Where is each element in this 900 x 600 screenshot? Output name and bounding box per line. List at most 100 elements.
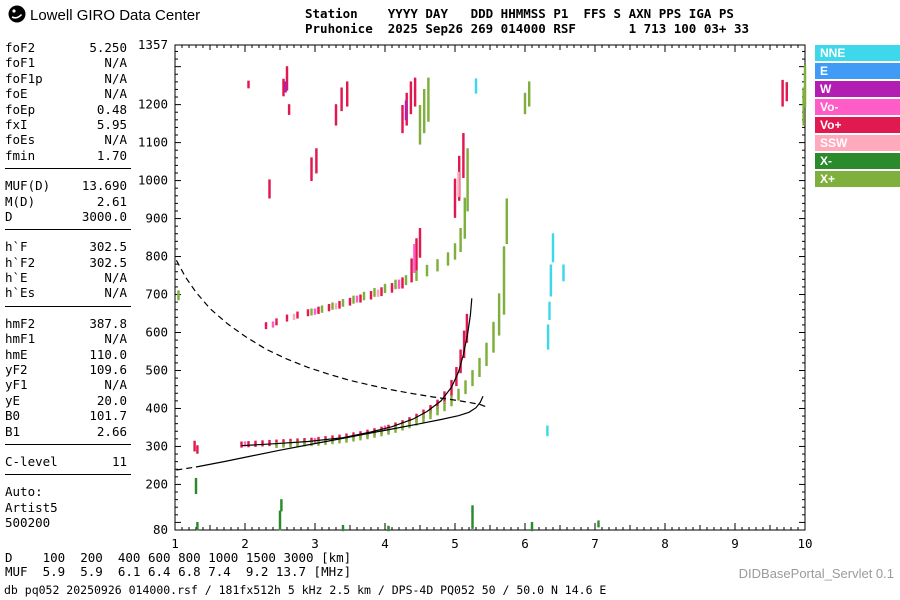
param-label: foEs [5,132,36,148]
param-label: B0 [5,408,21,424]
svg-text:700: 700 [145,287,168,302]
separator [5,443,131,445]
param-value: N/A [104,331,127,347]
param-value: 2.66 [96,423,127,439]
param-row: h`F 302.5 [5,239,131,254]
parameter-panel: foF2 5.250 foF1 N/A foF1p N/A foE N/A foEp 0.48 fx… [5,40,131,531]
series-SSW [292,171,460,321]
param-value: 302.5 [89,239,127,255]
giro-logo-icon [8,5,26,23]
svg-text:80: 80 [153,522,168,537]
param-value: 3000.0 [81,208,127,224]
param-value: 110.0 [89,346,127,362]
series-W [284,81,408,121]
svg-text:200: 200 [145,476,168,491]
param-row: D 3000.0 [5,209,131,224]
curve-muf-transmission-curve [175,260,487,408]
param-label: Auto: [5,484,43,500]
series-Vo- [243,243,416,447]
separator [5,168,131,170]
curve-fitted-h-trace [241,298,473,447]
param-row: foEs N/A [5,132,131,147]
svg-text:6: 6 [521,536,529,551]
svg-text:1100: 1100 [138,135,168,150]
param-label: foEp [5,101,36,117]
param-value: 1.70 [96,147,127,163]
legend-item-vo+: Vo+ [815,117,900,133]
series-X+ [177,65,807,449]
param-row: fmin 1.70 [5,148,131,163]
param-value: 302.5 [89,254,127,270]
param-value: 11 [111,453,127,469]
param-value: N/A [104,86,127,102]
param-row: foE N/A [5,86,131,101]
param-row: foEp 0.48 [5,102,131,117]
param-row: 500200 [5,515,131,530]
param-row: h`Es N/A [5,285,131,300]
legend-item-x+: X+ [815,171,900,187]
separator [5,229,131,231]
param-row: Artist5 [5,500,131,515]
param-row: C-level 11 [5,454,131,469]
param-label: B1 [5,423,21,439]
param-label: M(D) [5,193,36,209]
legend-item-e: E [815,63,900,79]
svg-text:600: 600 [145,325,168,340]
status-line: db pq052 20250926 014000.rsf / 181fx512h… [4,583,607,597]
station-header-values: Pruhonice 2025 Sep26 269 014000 RSF 1 71… [305,21,750,36]
svg-text:10: 10 [797,536,812,551]
svg-text:900: 900 [145,211,168,226]
legend-item-w: W [815,81,900,97]
svg-text:1200: 1200 [138,97,168,112]
curve-profile-start-extrapolation [176,466,197,471]
param-row: MUF(D) 13.690 [5,178,131,193]
param-value: 101.7 [89,408,127,424]
param-row: yE 20.0 [5,393,131,408]
param-value: 2.61 [96,193,127,209]
svg-text:1: 1 [171,536,179,551]
svg-text:7: 7 [591,536,599,551]
param-label: fxI [5,116,28,132]
param-row: hmF2 387.8 [5,316,131,331]
param-value: 109.6 [89,362,127,378]
param-label: foF1p [5,70,43,86]
param-label: hmF2 [5,315,36,331]
svg-text:800: 800 [145,249,168,264]
param-row: foF2 5.250 [5,40,131,55]
servlet-version: DIDBasePortal_Servlet 0.1 [738,566,894,581]
svg-text:500: 500 [145,362,168,377]
param-value: 0.48 [96,101,127,117]
param-label: foF2 [5,40,36,55]
param-label: yF1 [5,377,28,393]
param-label: h`Es [5,285,36,301]
param-row: foF1p N/A [5,71,131,86]
separator [5,474,131,476]
svg-text:9: 9 [731,536,739,551]
param-label: h`F [5,239,28,255]
param-label: C-level [5,453,58,469]
param-row: B0 101.7 [5,408,131,423]
param-value: N/A [104,270,127,286]
curve-true-height-profile [195,396,484,468]
axes: 1 2 3 4 5 6 7 8 9 10 1357 1200 1100 1000 900 800 700 600 5… [138,37,813,551]
separator [5,305,131,307]
series-X- [194,477,600,532]
param-value: 5.95 [96,116,127,132]
svg-text:300: 300 [145,438,168,453]
param-row: yF1 N/A [5,377,131,392]
param-label: fmin [5,147,36,163]
legend-item-vo-: Vo- [815,99,900,115]
legend-item-x-: X- [815,153,900,169]
param-label: h`E [5,270,28,286]
legend-item-nne: NNE [815,45,900,61]
param-label: MUF(D) [5,178,51,194]
series-Vo+ [193,66,788,454]
legend-item-ssw: SSW [815,135,900,151]
param-row: yF2 109.6 [5,362,131,377]
trace-legend: NNE E W Vo- Vo+ SSW X- X+ [815,45,900,189]
param-value: N/A [104,70,127,86]
param-row: fxI 5.95 [5,117,131,132]
param-row: h`F2 302.5 [5,255,131,270]
svg-text:8: 8 [661,536,669,551]
